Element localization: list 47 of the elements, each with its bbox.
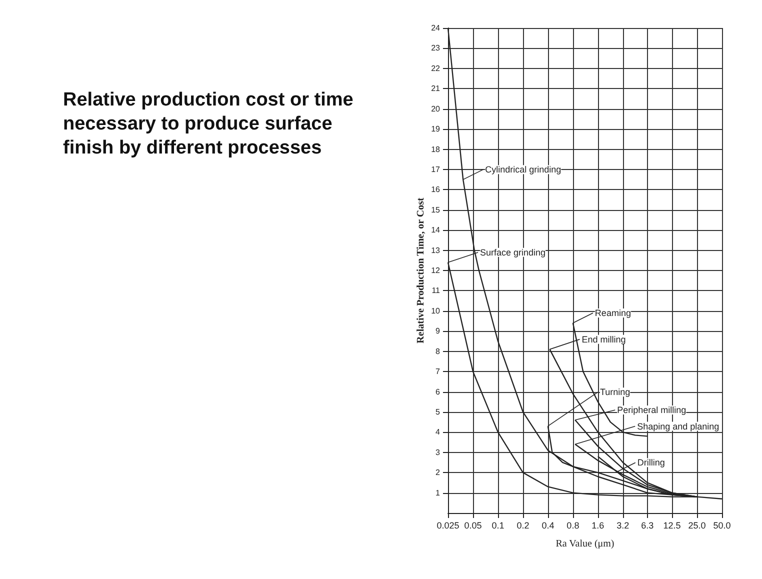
text: Relative production cost or time necessary to produce surface finish by different processes	[63, 90, 359, 158]
y-tick-label: 23	[431, 44, 441, 53]
x-tick-label: 0.8	[566, 520, 580, 530]
x-tick-label: 12.5	[663, 520, 681, 530]
annotation: Turning	[600, 387, 630, 398]
x-tick-label: 0.2	[516, 520, 530, 530]
y-tick-label: 22	[431, 64, 441, 73]
x-tick-label: 3.2	[616, 520, 630, 530]
x-tick-label: 1.6	[592, 520, 604, 530]
y-tick-label: 14	[431, 226, 441, 235]
y-tick-label: 18	[431, 144, 441, 154]
x-tick-label: 0.1	[492, 520, 504, 530]
y-tick-label: 20	[431, 104, 441, 114]
y-tick-label: 6	[436, 387, 441, 396]
y-tick-label: 13	[431, 246, 441, 255]
y-tick-label: 11	[432, 286, 441, 296]
y-tick-label: 21	[431, 84, 441, 94]
y-axis-title: Relative Production Time, or Cost	[416, 197, 426, 344]
x-tick-label: 0.4	[542, 520, 554, 530]
annotation: End milling	[582, 334, 626, 344]
y-tick-label: 4	[436, 428, 441, 437]
y-tick-label: 9	[436, 326, 441, 336]
annotation: Reaming	[594, 308, 631, 318]
x-tick-label: 0.05	[464, 520, 482, 530]
y-tick-label: 2	[436, 468, 441, 478]
annotation: Cylindrical grinding	[485, 164, 562, 175]
annotation: Peripheral milling	[617, 405, 686, 416]
annotation: Shaping and planing	[637, 421, 720, 432]
x-tick-label: 6.3	[641, 520, 654, 530]
y-tick-label: 12	[431, 266, 441, 275]
y-tick-label: 24	[431, 24, 441, 32]
annotation: Drilling	[637, 458, 665, 468]
y-tick-label: 15	[431, 205, 441, 214]
x-tick-label: 0.025	[436, 520, 460, 530]
x-tick-label: 25.0	[688, 520, 706, 530]
y-tick-label: 5	[436, 407, 441, 416]
x-axis-title: Ra Value (μm)	[556, 538, 614, 550]
y-tick-label: 7	[436, 367, 441, 376]
y-tick-label: 1	[436, 488, 441, 498]
annotation: Surface grinding	[480, 247, 546, 258]
x-tick-label: 50.0	[713, 520, 731, 530]
y-tick-label: 16	[431, 185, 441, 194]
y-tick-label: 10	[431, 306, 441, 316]
y-tick-label: 19	[431, 124, 441, 134]
y-tick-label: 8	[436, 346, 441, 356]
y-tick-label: 17	[431, 164, 441, 174]
y-tick-label: 3	[436, 448, 441, 457]
